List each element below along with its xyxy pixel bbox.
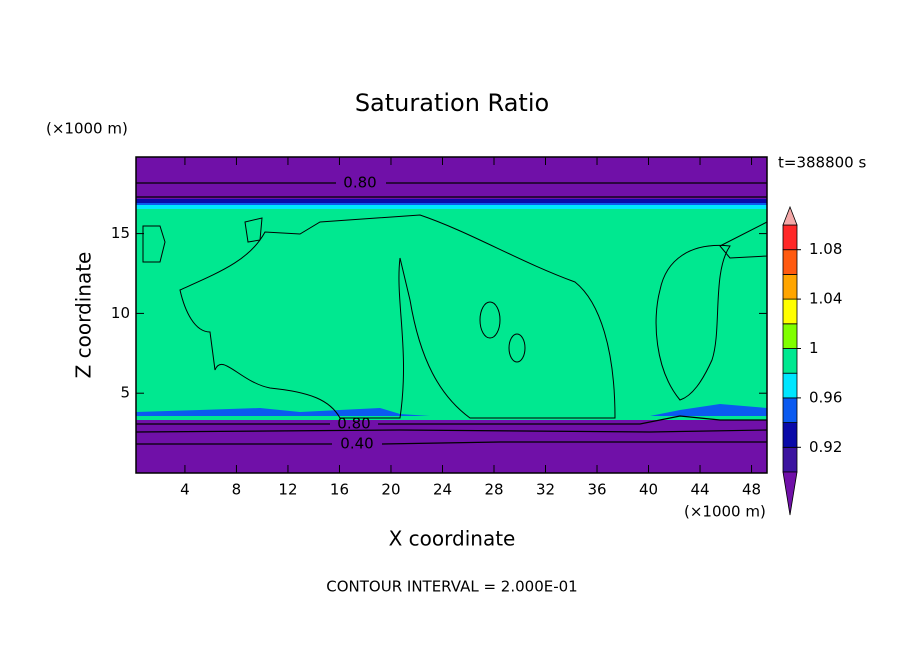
chart-title: Saturation Ratio	[355, 89, 549, 117]
region	[136, 199, 767, 205]
x-tick-label: 44	[690, 481, 709, 499]
x-tick-label: 8	[232, 481, 242, 499]
footer: CONTOUR INTERVAL = 2.000E-01	[326, 578, 577, 596]
colorbar-band	[782, 348, 798, 374]
contour-label: 0.40	[340, 435, 373, 453]
colorbar-over	[782, 205, 798, 226]
colorbar-under	[782, 471, 798, 516]
colorbar-tick-label: 1.08	[809, 240, 842, 258]
contour-line	[136, 441, 767, 445]
x-tick-label: 12	[278, 481, 297, 499]
y-tick-label: 10	[111, 304, 130, 322]
colorbar-band	[782, 446, 798, 473]
colorbar-band	[782, 323, 798, 349]
colorbar-tick-label: 0.96	[809, 388, 842, 406]
x-unit: (×1000 m)	[684, 503, 766, 521]
y-tick-label: 15	[111, 224, 130, 242]
contour-label: 0.80	[343, 174, 376, 192]
y-axis-label: Z coordinate	[72, 252, 96, 379]
colorbar-tick-label: 1	[809, 339, 819, 357]
y-unit: (×1000 m)	[46, 120, 128, 138]
x-axis-label: X coordinate	[389, 527, 516, 551]
colorbar-band	[782, 224, 798, 251]
x-tick-label: 28	[484, 481, 503, 499]
colorbar-band	[782, 372, 798, 399]
region	[179, 214, 616, 419]
contour-line	[135, 429, 768, 433]
region	[136, 416, 767, 420]
time-label: t=388800 s	[778, 154, 866, 172]
x-tick-label: 36	[587, 481, 606, 499]
region	[508, 333, 526, 363]
colorbar-band	[782, 273, 798, 300]
colorbar-band	[782, 298, 798, 325]
region	[655, 244, 731, 401]
contour-plot: 0.80 0.80 0.40	[135, 156, 768, 474]
colorbar-band	[782, 397, 798, 423]
x-tick-label: 4	[180, 481, 190, 499]
colorbar-tick-label: 0.92	[809, 438, 842, 456]
x-tick-label: 32	[536, 481, 555, 499]
contour-line	[136, 415, 767, 425]
region	[142, 225, 166, 263]
colorbar-band	[782, 422, 798, 448]
contour-label: 0.80	[337, 415, 370, 433]
region	[244, 217, 263, 243]
x-tick-label: 16	[330, 481, 349, 499]
x-tick-label: 24	[433, 481, 452, 499]
y-tick-label: 5	[120, 384, 130, 402]
x-tick-label: 40	[639, 481, 658, 499]
x-tick-label: 20	[381, 481, 400, 499]
region	[136, 209, 767, 420]
x-tick-label: 48	[742, 481, 761, 499]
colorbar-tick-label: 1.04	[809, 290, 842, 308]
plot-frame	[135, 156, 768, 474]
region	[479, 301, 501, 339]
colorbar-band	[782, 249, 798, 275]
